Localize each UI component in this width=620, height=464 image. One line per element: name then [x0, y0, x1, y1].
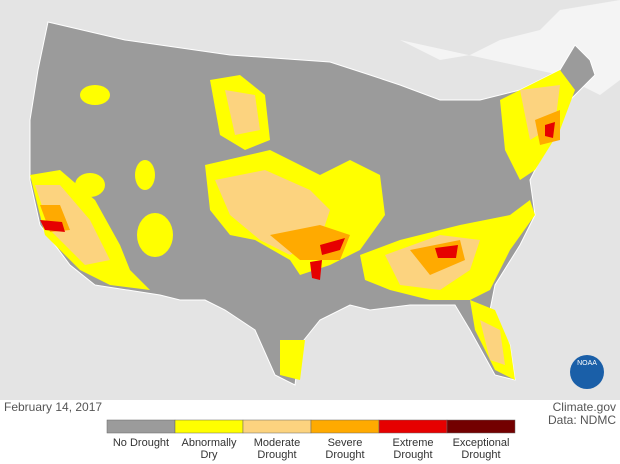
drought-area [135, 160, 155, 190]
drought-area [545, 122, 555, 138]
drought-area [225, 90, 260, 135]
legend-swatch [174, 419, 244, 434]
map-date: February 14, 2017 [4, 400, 103, 414]
legend-label: Moderate Drought [253, 437, 301, 461]
noaa-logo-text: NOAA [577, 360, 597, 367]
legend-label: No Drought [112, 437, 170, 449]
legend-label: Severe Drought [325, 437, 365, 461]
noaa-logo [570, 355, 604, 389]
legend-label: Abnormally Dry [181, 437, 237, 461]
drought-area [280, 340, 305, 380]
legend-swatch [310, 419, 380, 434]
legend-swatch [446, 419, 516, 434]
drought-area [435, 245, 458, 258]
drought-area [80, 85, 110, 105]
drought-area [310, 260, 322, 280]
drought-area [75, 173, 105, 197]
legend-label: Extreme Drought [392, 437, 434, 461]
drought-area [480, 320, 505, 365]
legend-swatch [242, 419, 312, 434]
drought-areas [30, 70, 575, 380]
credit-data: Data: NDMC [547, 413, 616, 427]
legend-label: Exceptional Drought [452, 437, 510, 461]
map: NOAA [0, 0, 620, 400]
legend-swatch [378, 419, 448, 434]
drought-area [40, 220, 65, 232]
drought-area [320, 238, 345, 255]
legend-swatch [106, 419, 176, 434]
credit-source: Climate.gov [552, 400, 616, 414]
drought-area [137, 213, 173, 257]
